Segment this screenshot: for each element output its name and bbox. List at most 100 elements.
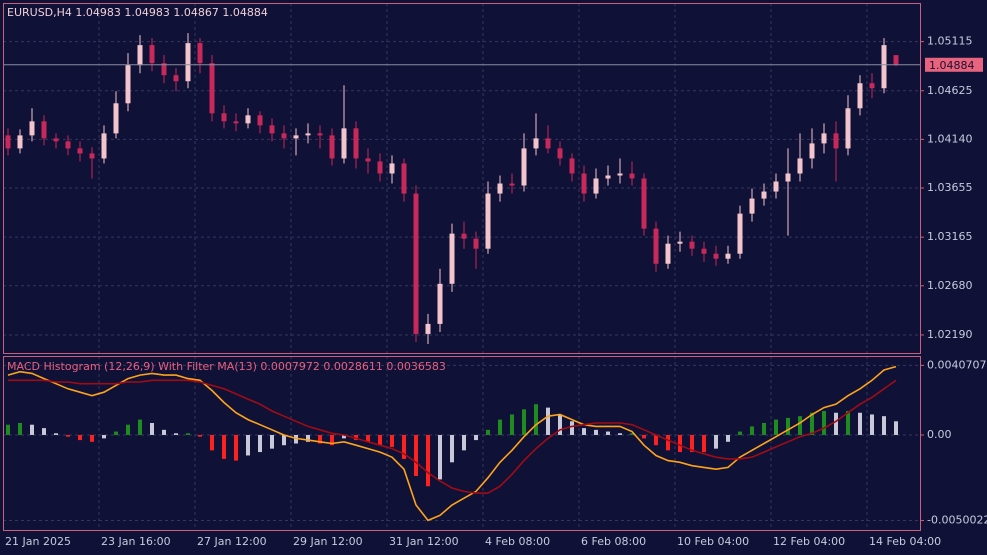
candle-body [569,158,575,174]
candle-body [497,183,503,194]
histogram-bar [294,434,298,444]
candle-body [797,158,803,174]
candle-body [581,173,587,194]
macd-title: MACD Histogram (12,26,9) With Filter MA(… [7,360,446,373]
candle-body [329,135,335,159]
histogram-bar [90,434,94,442]
histogram-bar [318,434,322,444]
histogram-bar [846,411,850,435]
histogram-bar [666,434,670,451]
histogram-bar [726,434,730,442]
y-tick-label: 1.02680 [927,279,973,292]
candle-body [737,213,743,254]
candle-body [557,148,563,159]
candle-body [677,241,683,244]
y-tick-label: -0.0050022 [927,513,987,526]
candle-body [65,141,71,149]
x-tick-label: 29 Jan 12:00 [293,535,363,548]
price-label-box [925,57,983,72]
histogram-bar [390,434,394,447]
candle-body [641,178,647,229]
x-tick-label: 27 Jan 12:00 [197,535,267,548]
histogram-bar [222,434,226,459]
candle-body [785,173,791,182]
candle-body [341,128,347,159]
candle-body [389,163,395,174]
candle-body [353,128,359,159]
plot-layer [3,3,920,530]
candle-body [5,135,11,149]
candle-body [89,153,95,159]
histogram-bar [750,426,754,435]
histogram-bar [894,421,898,435]
histogram-bar [282,434,286,446]
candle-body [149,45,155,64]
price-panel-frame [3,3,921,354]
candle-body [305,133,311,136]
candle-body [545,138,551,149]
indicator-line [7,365,897,522]
histogram-bar [150,423,154,435]
candle-body [821,133,827,144]
histogram-bar [546,407,550,435]
macd-panel-frame [3,356,921,531]
histogram-bar [378,434,382,446]
histogram-bar [138,419,142,435]
histogram-bar [702,434,706,453]
price-label: 1.04884 [929,59,975,72]
histogram-bar [78,434,82,441]
histogram-bar [354,434,358,441]
histogram-bar [630,433,634,435]
candle-body [749,198,755,214]
candle-body [605,175,611,179]
histogram-bar [234,434,238,461]
histogram-bar [102,434,106,439]
histogram-bar [342,434,346,439]
histogram-bar [870,414,874,435]
histogram-bar [54,433,58,435]
candle-body [413,193,419,334]
histogram-bar [618,433,622,435]
candle-body [449,233,455,284]
histogram-bar [210,434,214,451]
candle-body [473,238,479,249]
histogram-bar [642,434,646,439]
histogram-bar [474,434,478,441]
candle-body [461,233,467,239]
candle-body [653,228,659,264]
candle-body [881,45,887,89]
candle-body [437,283,443,324]
histogram-bar [738,431,742,435]
candle-body [173,75,179,82]
x-tick-label: 31 Jan 12:00 [389,535,459,548]
histogram-bar [654,434,658,446]
candle-body [137,45,143,66]
histogram-bar [246,434,250,456]
candle-body [197,43,203,64]
candle-body [101,133,107,159]
y-tick-label: 1.03165 [927,230,973,243]
candle-body [629,173,635,179]
candle-body [233,121,239,124]
candle-body [425,323,431,334]
candle-body [293,135,299,139]
x-tick-label: 14 Feb 04:00 [869,535,941,548]
candle-body [269,125,275,134]
histogram-bar [558,414,562,435]
histogram-bar [510,414,514,435]
y-tick-label: 0.0040707 [927,358,987,371]
candle-body [533,138,539,149]
x-tick-label: 23 Jan 16:00 [101,535,171,548]
y-tick-label: 1.02190 [927,328,973,341]
histogram-bar [438,434,442,480]
histogram-bar [30,424,34,435]
histogram-bar [18,423,22,435]
y-tick-label: 0.00 [927,428,952,441]
histogram-bar [258,434,262,453]
candle-body [593,178,599,194]
candle-body [257,115,263,126]
histogram-bar [522,409,526,435]
histogram-bar [462,434,466,451]
histogram-bar [114,431,118,435]
